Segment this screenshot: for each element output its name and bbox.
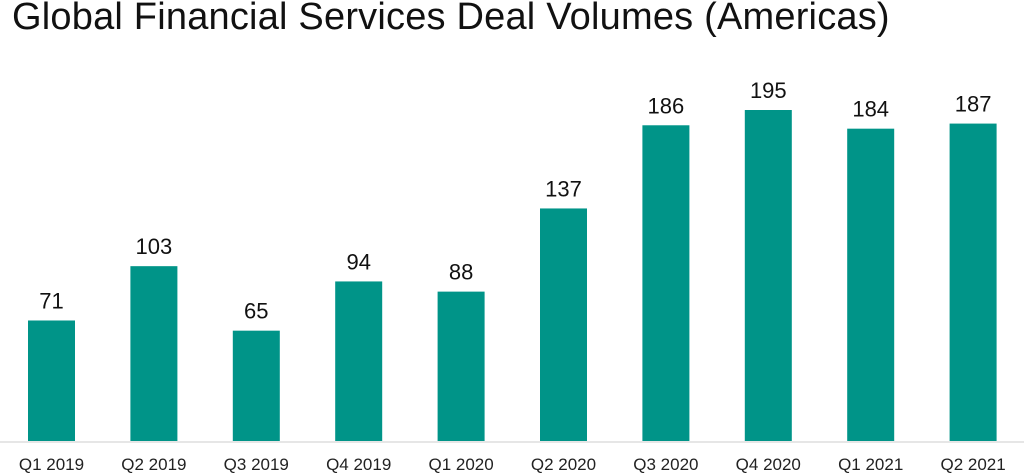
bar-q4-2020	[744, 110, 792, 441]
value-label: 195	[750, 78, 787, 103]
value-label: 88	[449, 260, 473, 285]
bar-q2-2020	[540, 208, 587, 441]
chart-title: Global Financial Services Deal Volumes (…	[12, 0, 890, 38]
x-tick-label: Q3 2019	[224, 455, 289, 474]
bars-group	[28, 110, 997, 442]
bar-q3-2019	[232, 330, 280, 441]
value-label: 187	[955, 92, 992, 117]
value-label: 103	[136, 234, 173, 259]
x-tick-labels-group: Q1 2019 Q2 2019 Q3 2019 Q4 2019 Q1 2020 Q2 20…	[19, 455, 1006, 474]
x-tick-label: Q1 2019	[19, 455, 84, 474]
x-tick-label: Q2 2019	[121, 455, 186, 474]
x-tick-label: Q3 2020	[633, 455, 698, 474]
bar-q3-2020	[642, 125, 690, 442]
x-tick-label: Q4 2019	[326, 455, 391, 474]
value-label: 94	[346, 249, 370, 274]
x-tick-label: Q2 2021	[940, 455, 1005, 474]
x-tick-label: Q1 2021	[838, 455, 903, 474]
x-tick-label: Q4 2020	[736, 455, 801, 474]
bar-q4-2019	[335, 281, 383, 441]
x-tick-label: Q1 2020	[428, 455, 493, 474]
value-label: 184	[852, 97, 889, 122]
bar-q1-2020	[437, 291, 485, 441]
value-label: 71	[39, 288, 63, 313]
bar-q1-2019	[28, 320, 75, 441]
value-label: 137	[545, 176, 582, 201]
value-labels-group: 71 103 65 94 88 137 186 195 184 187	[39, 78, 991, 324]
x-tick-label: Q2 2020	[531, 455, 596, 474]
bar-q2-2019	[130, 266, 178, 441]
value-label: 186	[648, 93, 685, 118]
bar-q1-2021	[847, 128, 895, 441]
value-label: 65	[244, 299, 268, 324]
bar-q2-2021	[949, 123, 997, 441]
